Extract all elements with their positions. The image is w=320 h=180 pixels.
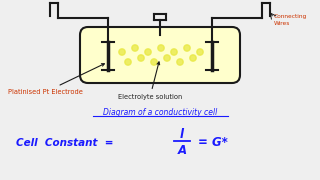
Circle shape	[177, 59, 183, 65]
Circle shape	[132, 45, 138, 51]
Circle shape	[138, 55, 144, 61]
Circle shape	[151, 59, 157, 65]
Text: A: A	[177, 143, 187, 156]
Text: l: l	[180, 129, 184, 141]
Circle shape	[190, 55, 196, 61]
Text: Diagram of a conductivity cell: Diagram of a conductivity cell	[103, 107, 217, 116]
Text: Electrolyte solution: Electrolyte solution	[118, 62, 182, 100]
Circle shape	[119, 49, 125, 55]
Circle shape	[158, 45, 164, 51]
Circle shape	[125, 59, 131, 65]
Text: Platinised Pt Electrode: Platinised Pt Electrode	[8, 64, 104, 95]
Circle shape	[164, 55, 170, 61]
Circle shape	[184, 45, 190, 51]
Text: Connecting
Wires: Connecting Wires	[274, 14, 307, 26]
FancyBboxPatch shape	[80, 27, 240, 83]
Circle shape	[197, 49, 203, 55]
Text: = G*: = G*	[198, 136, 228, 150]
Circle shape	[171, 49, 177, 55]
Text: Cell  Constant  =: Cell Constant =	[16, 138, 114, 148]
Circle shape	[145, 49, 151, 55]
